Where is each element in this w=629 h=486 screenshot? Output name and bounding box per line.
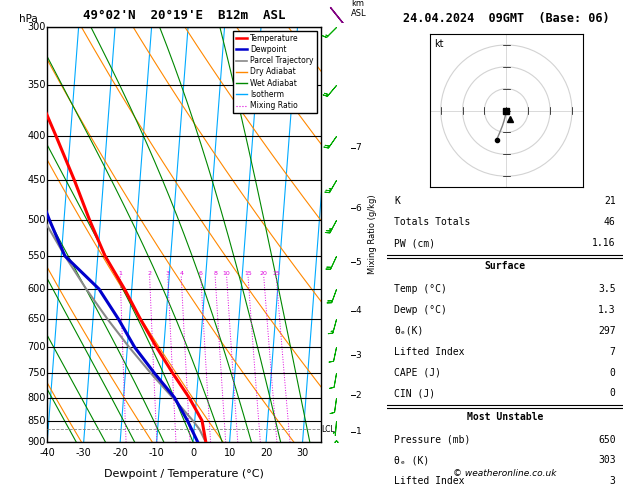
Text: 400: 400 <box>28 131 46 140</box>
Text: 350: 350 <box>28 80 46 90</box>
Text: 7: 7 <box>356 143 362 152</box>
Text: 300: 300 <box>28 22 46 32</box>
Text: θₑ(K): θₑ(K) <box>394 326 423 336</box>
Legend: Temperature, Dewpoint, Parcel Trajectory, Dry Adiabat, Wet Adiabat, Isotherm, Mi: Temperature, Dewpoint, Parcel Trajectory… <box>233 31 317 113</box>
Text: 21: 21 <box>604 196 616 207</box>
Text: 800: 800 <box>28 393 46 403</box>
Text: hPa: hPa <box>19 14 38 24</box>
Text: Surface: Surface <box>484 261 525 271</box>
Text: 20: 20 <box>260 271 268 276</box>
Text: 2: 2 <box>356 391 361 400</box>
Text: 0: 0 <box>190 448 196 458</box>
Text: 0: 0 <box>610 367 616 378</box>
Text: © weatheronline.co.uk: © weatheronline.co.uk <box>453 469 557 478</box>
Text: CAPE (J): CAPE (J) <box>394 367 441 378</box>
Text: 10: 10 <box>223 448 236 458</box>
Text: 2: 2 <box>148 271 152 276</box>
Text: Totals Totals: Totals Totals <box>394 217 470 227</box>
Text: 500: 500 <box>28 215 46 225</box>
Text: 0: 0 <box>610 388 616 399</box>
Text: 30: 30 <box>296 448 309 458</box>
Text: 49°02'N  20°19'E  B12m  ASL: 49°02'N 20°19'E B12m ASL <box>83 9 285 22</box>
Text: 650: 650 <box>598 434 616 445</box>
Text: 850: 850 <box>28 416 46 426</box>
Text: 4: 4 <box>179 271 183 276</box>
Text: km
ASL: km ASL <box>351 0 367 18</box>
Text: 3.5: 3.5 <box>598 284 616 294</box>
Text: 700: 700 <box>28 342 46 352</box>
Text: 7: 7 <box>610 347 616 357</box>
Text: Dewp (°C): Dewp (°C) <box>394 305 447 315</box>
Text: 8: 8 <box>213 271 217 276</box>
Text: 24.04.2024  09GMT  (Base: 06): 24.04.2024 09GMT (Base: 06) <box>403 12 610 25</box>
Text: 46: 46 <box>604 217 616 227</box>
Text: 1: 1 <box>356 427 362 436</box>
Text: -30: -30 <box>75 448 92 458</box>
Text: 1.3: 1.3 <box>598 305 616 315</box>
Text: Dewpoint / Temperature (°C): Dewpoint / Temperature (°C) <box>104 469 264 479</box>
Text: 1.16: 1.16 <box>592 238 616 248</box>
Text: PW (cm): PW (cm) <box>394 238 435 248</box>
Text: 3: 3 <box>166 271 170 276</box>
Text: 10: 10 <box>223 271 230 276</box>
Text: 3: 3 <box>610 476 616 486</box>
Text: 750: 750 <box>28 368 46 378</box>
Text: kt: kt <box>435 38 444 49</box>
Text: CIN (J): CIN (J) <box>394 388 435 399</box>
Text: 3: 3 <box>356 351 362 360</box>
Text: -20: -20 <box>112 448 128 458</box>
Text: 900: 900 <box>28 437 46 447</box>
Text: 15: 15 <box>244 271 252 276</box>
Text: 25: 25 <box>272 271 280 276</box>
Text: 297: 297 <box>598 326 616 336</box>
Text: Most Unstable: Most Unstable <box>467 412 543 422</box>
Text: -10: -10 <box>148 448 165 458</box>
Text: 5: 5 <box>356 258 362 267</box>
Text: LCL: LCL <box>321 425 335 434</box>
Text: 20: 20 <box>260 448 272 458</box>
Text: 550: 550 <box>28 251 46 261</box>
Text: Temp (°C): Temp (°C) <box>394 284 447 294</box>
Text: 450: 450 <box>28 175 46 185</box>
Text: K: K <box>394 196 400 207</box>
Text: 1: 1 <box>118 271 122 276</box>
Text: 303: 303 <box>598 455 616 466</box>
Text: 6: 6 <box>199 271 203 276</box>
Text: Mixing Ratio (g/kg): Mixing Ratio (g/kg) <box>368 195 377 274</box>
Text: Lifted Index: Lifted Index <box>394 476 464 486</box>
Text: 6: 6 <box>356 204 362 213</box>
Text: -40: -40 <box>39 448 55 458</box>
Text: Pressure (mb): Pressure (mb) <box>394 434 470 445</box>
Text: θₑ (K): θₑ (K) <box>394 455 429 466</box>
Text: Lifted Index: Lifted Index <box>394 347 464 357</box>
Text: 650: 650 <box>28 314 46 324</box>
Text: 4: 4 <box>356 307 361 315</box>
Text: 600: 600 <box>28 284 46 294</box>
